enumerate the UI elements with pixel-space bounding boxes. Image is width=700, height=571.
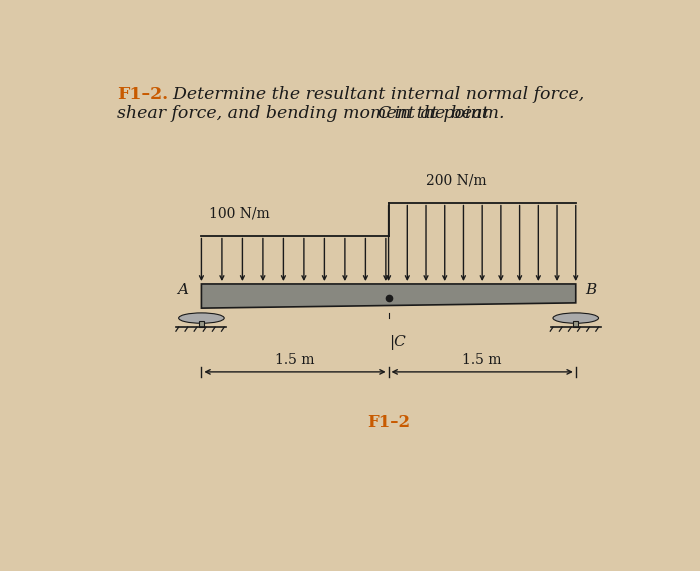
Text: F1–2.: F1–2. <box>118 86 169 103</box>
Text: 200 N/m: 200 N/m <box>426 173 486 187</box>
Polygon shape <box>197 312 206 316</box>
Text: A: A <box>177 283 188 297</box>
Text: F1–2: F1–2 <box>367 414 410 431</box>
Text: |C: |C <box>389 335 405 349</box>
Text: 1.5 m: 1.5 m <box>463 353 502 367</box>
Text: shear force, and bending moment at point: shear force, and bending moment at point <box>118 104 495 122</box>
Polygon shape <box>573 321 578 327</box>
Text: Determine the resultant internal normal force,: Determine the resultant internal normal … <box>162 86 584 103</box>
Text: 1.5 m: 1.5 m <box>275 353 315 367</box>
Text: B: B <box>585 283 597 297</box>
Polygon shape <box>199 321 204 327</box>
Ellipse shape <box>553 313 598 323</box>
Polygon shape <box>202 284 575 287</box>
Text: in the beam.: in the beam. <box>389 104 505 122</box>
Polygon shape <box>572 312 580 316</box>
Polygon shape <box>202 284 575 308</box>
Ellipse shape <box>178 313 224 323</box>
Text: C: C <box>378 104 391 122</box>
Text: 100 N/m: 100 N/m <box>209 206 270 220</box>
